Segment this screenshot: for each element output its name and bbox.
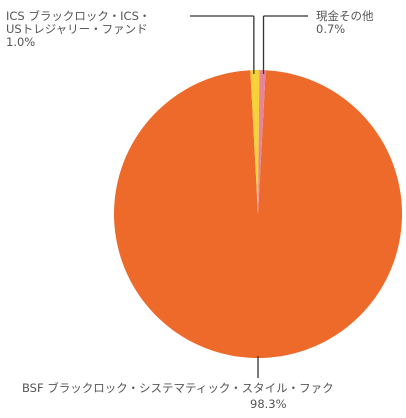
label-bsf: BSF ブラックロック・システマティック・スタイル・ファク [22,382,406,395]
label-cash-value: 0.7% [316,22,346,36]
label-ics-value: 1.0% [6,35,36,49]
pie-slice-1 [250,70,260,214]
label-cash-name: 現金その他 [316,9,374,23]
pie-slices [114,70,402,358]
label-ics-line2: USトレジャリー・ファンド [6,22,148,36]
label-ics-line1: ICS ブラックロック・ICS・ [6,9,151,23]
leader-lines [190,15,308,378]
label-bsf-value: 98.3% [250,397,287,411]
label-ics-treasury: ICS ブラックロック・ICS・ USトレジャリー・ファンド 1.0% [6,10,150,49]
pie-slice-0 [114,70,402,358]
label-bsf-name: BSF ブラックロック・システマティック・スタイル・ファク [22,382,334,395]
label-cash-other: 現金その他 0.7% [316,10,374,36]
pie-slice-2 [258,70,266,214]
